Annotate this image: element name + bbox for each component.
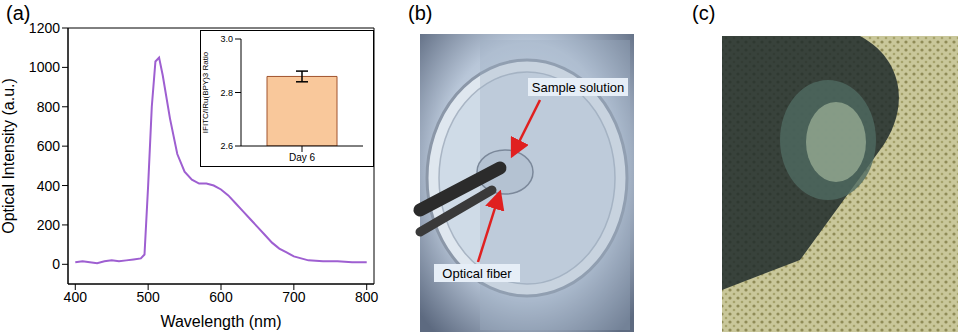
svg-text:Optical Intensity (a.u.): Optical Intensity (a.u.) <box>0 78 17 234</box>
svg-text:2.6: 2.6 <box>220 141 233 151</box>
svg-text:IFITC/IRu(BPY)3 Ratio: IFITC/IRu(BPY)3 Ratio <box>201 51 210 133</box>
svg-text:0: 0 <box>52 256 60 272</box>
svg-text:Wavelength (nm): Wavelength (nm) <box>160 313 281 330</box>
svg-text:800: 800 <box>355 289 379 305</box>
svg-text:1000: 1000 <box>29 59 60 75</box>
svg-text:3.0: 3.0 <box>220 34 233 44</box>
svg-text:500: 500 <box>136 289 160 305</box>
svg-text:700: 700 <box>282 289 306 305</box>
html-text:(b): (b) <box>408 2 433 24</box>
svg-text:2.8: 2.8 <box>220 88 233 98</box>
svg-text:Optical fiber: Optical fiber <box>442 266 512 281</box>
svg-text:200: 200 <box>37 217 61 233</box>
html-text:(a): (a) <box>6 2 31 24</box>
svg-text:800: 800 <box>37 99 61 115</box>
svg-text:400: 400 <box>64 289 88 305</box>
svg-text:Day 6: Day 6 <box>289 152 316 163</box>
svg-text:400: 400 <box>37 178 61 194</box>
svg-text:600: 600 <box>37 138 61 154</box>
svg-text:Sample solution: Sample solution <box>532 80 625 95</box>
svg-text:1200: 1200 <box>29 20 60 36</box>
html-text:(c): (c) <box>692 2 716 24</box>
svg-text:600: 600 <box>209 289 233 305</box>
